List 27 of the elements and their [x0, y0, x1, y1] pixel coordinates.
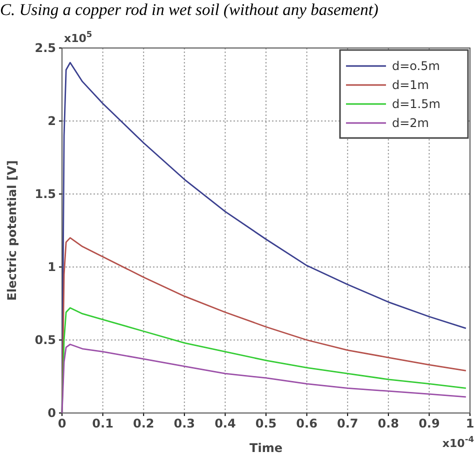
- x-tick-label: 0.1: [92, 416, 114, 431]
- legend-label: d=o.5m: [392, 59, 440, 73]
- y-tick-label: 1: [48, 260, 56, 274]
- y-tick-label: 2.5: [34, 40, 56, 55]
- x-tick-label: 0.8: [378, 416, 400, 431]
- x-tick-label: 0: [58, 416, 66, 431]
- y-axis-title: Electric potential [V]: [5, 160, 19, 301]
- x-tick-label: 0.9: [418, 416, 440, 431]
- y-tick-label: 0: [48, 406, 56, 420]
- x-tick-label: 0.3: [174, 416, 196, 431]
- x-tick-label: 0.5: [255, 416, 277, 431]
- legend-label: d=1m: [392, 78, 429, 92]
- x-tick-label: 0.2: [132, 416, 154, 431]
- x-tick-label: 0.7: [336, 416, 358, 431]
- text: x10$^{5}$: [64, 29, 92, 45]
- x-tick-label: 1: [466, 416, 474, 431]
- x-tick-label: 0.6: [296, 416, 318, 431]
- y-tick-label: 0.5: [34, 332, 56, 347]
- x-tick-label: 0.4: [214, 416, 236, 431]
- y-tick-label: 1.5: [34, 186, 56, 201]
- chart-title: C. Using a copper rod in wet soil (without any basement): [0, 0, 378, 19]
- x-axis-title: Time: [250, 441, 282, 455]
- legend-label: d=1.5m: [392, 97, 440, 111]
- y-tick-label: 2: [48, 114, 56, 128]
- text: x10$^{-4}$: [442, 434, 474, 450]
- legend-label: d=2m: [392, 116, 429, 130]
- line-series: [61, 344, 467, 414]
